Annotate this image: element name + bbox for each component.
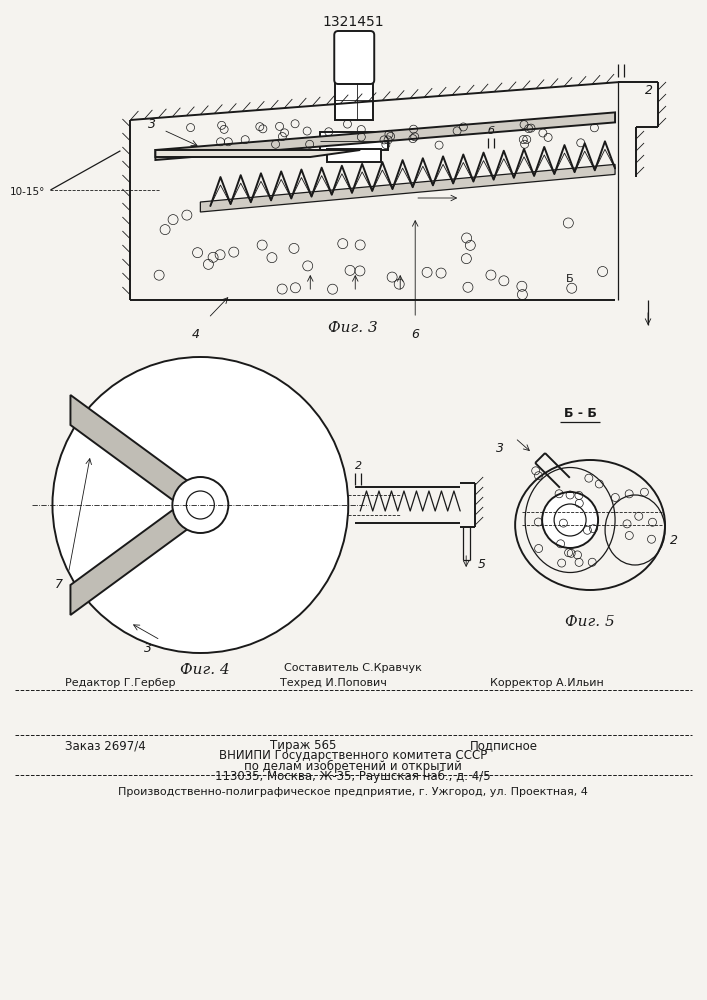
Text: Фиг. 5: Фиг. 5 <box>565 615 615 629</box>
Text: Фиг. 3: Фиг. 3 <box>328 321 378 335</box>
Text: 2: 2 <box>355 461 362 471</box>
Text: Тираж 565: Тираж 565 <box>270 740 337 752</box>
Text: Производственно-полиграфическое предприятие, г. Ужгород, ул. Проектная, 4: Производственно-полиграфическое предприя… <box>118 787 588 797</box>
Polygon shape <box>71 395 187 510</box>
Circle shape <box>52 357 349 653</box>
Text: 113035, Москва, Ж-35, Раушская наб., д. 4/5: 113035, Москва, Ж-35, Раушская наб., д. … <box>216 769 491 783</box>
Bar <box>320 132 388 150</box>
Text: 3: 3 <box>148 118 156 131</box>
Text: 2: 2 <box>670 534 678 546</box>
Text: Фиг. 4: Фиг. 4 <box>180 663 230 677</box>
Bar <box>187 372 214 638</box>
Text: 10-15°: 10-15° <box>10 187 45 197</box>
Text: 1321451: 1321451 <box>322 15 384 29</box>
Text: Б - Б: Б - Б <box>563 407 597 420</box>
Bar <box>335 78 373 120</box>
Text: ВНИИПИ Государственного комитета СССР: ВНИИПИ Государственного комитета СССР <box>219 750 487 762</box>
Circle shape <box>187 491 214 519</box>
Text: Редактор Г.Гербер: Редактор Г.Гербер <box>66 678 176 688</box>
Polygon shape <box>156 112 615 160</box>
Text: Корректор А.Ильин: Корректор А.Ильин <box>490 678 604 688</box>
Text: б: б <box>488 126 495 136</box>
Polygon shape <box>71 500 187 615</box>
Text: Б: Б <box>566 274 574 284</box>
Circle shape <box>173 477 228 533</box>
Text: 2: 2 <box>645 84 653 97</box>
FancyBboxPatch shape <box>334 31 374 84</box>
Text: Техред И.Попович: Техред И.Попович <box>280 678 387 688</box>
Text: по делам изобретений и открытий: по делам изобретений и открытий <box>245 759 462 773</box>
Text: 7: 7 <box>54 578 62 591</box>
Text: 6: 6 <box>411 328 419 341</box>
Text: 5: 5 <box>478 558 486 572</box>
Text: Подписное: Подписное <box>470 740 538 752</box>
Bar <box>327 149 381 162</box>
Polygon shape <box>156 150 361 157</box>
Text: Заказ 2697/4: Заказ 2697/4 <box>66 740 146 752</box>
Text: Составитель С.Кравчук: Составитель С.Кравчук <box>284 663 422 673</box>
Text: 3: 3 <box>496 442 504 454</box>
Circle shape <box>542 492 598 548</box>
Text: 3: 3 <box>144 642 153 654</box>
Polygon shape <box>200 164 615 212</box>
Text: 4: 4 <box>192 328 199 341</box>
